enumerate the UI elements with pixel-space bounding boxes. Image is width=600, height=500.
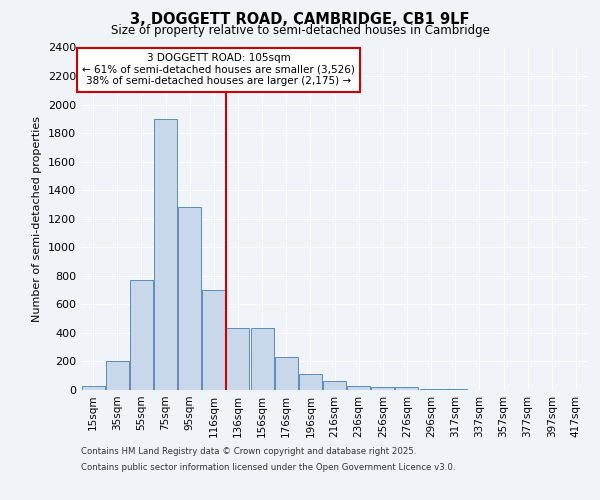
Bar — [251, 328, 274, 390]
Text: 3 DOGGETT ROAD: 105sqm
← 61% of semi-detached houses are smaller (3,526)
38% of : 3 DOGGETT ROAD: 105sqm ← 61% of semi-det… — [82, 53, 355, 86]
Bar — [178, 208, 201, 390]
Text: Contains public sector information licensed under the Open Government Licence v3: Contains public sector information licen… — [81, 462, 455, 471]
Bar — [130, 280, 153, 390]
Bar — [323, 382, 346, 390]
Y-axis label: Number of semi-detached properties: Number of semi-detached properties — [32, 116, 43, 322]
Text: 3, DOGGETT ROAD, CAMBRIDGE, CB1 9LF: 3, DOGGETT ROAD, CAMBRIDGE, CB1 9LF — [130, 12, 470, 28]
Bar — [299, 374, 322, 390]
Bar — [275, 357, 298, 390]
Text: Contains HM Land Registry data © Crown copyright and database right 2025.: Contains HM Land Registry data © Crown c… — [81, 448, 416, 456]
Bar — [154, 119, 177, 390]
Bar — [202, 290, 225, 390]
Bar — [82, 386, 104, 390]
Bar — [371, 387, 394, 390]
Bar — [347, 386, 370, 390]
Bar — [226, 328, 250, 390]
Text: Size of property relative to semi-detached houses in Cambridge: Size of property relative to semi-detach… — [110, 24, 490, 37]
Bar — [395, 387, 418, 390]
Bar — [106, 362, 128, 390]
